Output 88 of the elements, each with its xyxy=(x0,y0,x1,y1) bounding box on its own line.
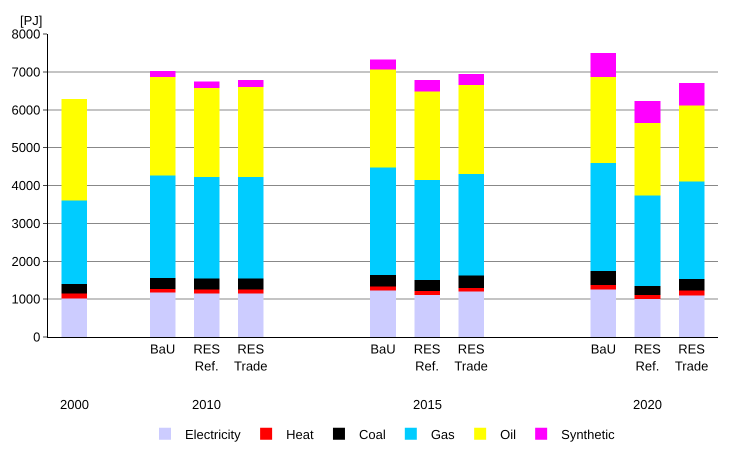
bar xyxy=(238,87,264,177)
bar xyxy=(370,167,396,275)
x-tick-label: RES Ref. xyxy=(634,342,662,374)
text: 2020 xyxy=(633,397,662,412)
x-tick-label: BaU xyxy=(590,342,616,357)
bar xyxy=(414,294,440,337)
x-tick-label: BaU xyxy=(150,342,176,357)
bar xyxy=(678,82,704,106)
bar xyxy=(194,81,220,88)
legend-label: Synthetic xyxy=(561,426,616,442)
bar xyxy=(370,290,396,337)
bar xyxy=(238,293,264,337)
bar xyxy=(150,292,176,337)
legend-label: Coal xyxy=(358,426,386,442)
bar xyxy=(194,293,220,337)
bar xyxy=(414,92,440,180)
bar xyxy=(634,294,660,300)
bar xyxy=(678,181,704,280)
y-tick-label: 3000 xyxy=(11,216,40,231)
bar xyxy=(590,271,616,286)
bar xyxy=(370,286,396,290)
text: 2015 xyxy=(413,397,442,412)
bar xyxy=(238,278,264,290)
legend-label: Heat xyxy=(286,426,314,442)
bar xyxy=(62,99,88,201)
bar xyxy=(634,286,660,295)
bar xyxy=(590,163,616,272)
bar xyxy=(150,278,176,289)
bar xyxy=(634,101,660,124)
y-axis-title: [PJ] xyxy=(20,13,42,28)
legend-label: Electricity xyxy=(185,426,242,442)
legend-label: Gas xyxy=(430,426,456,442)
bar xyxy=(458,84,484,174)
x-tick-label: RES Ref. xyxy=(193,342,220,374)
bar xyxy=(62,293,88,298)
y-tick-label: 4000 xyxy=(11,178,40,194)
bar xyxy=(634,299,660,337)
bar xyxy=(590,285,616,290)
bar xyxy=(194,289,220,294)
bar xyxy=(194,177,220,279)
bar xyxy=(414,280,440,291)
x-tick-label: RES Trade xyxy=(234,342,268,374)
bar xyxy=(678,279,704,290)
x-tick-label: RES Trade xyxy=(674,342,708,374)
bar xyxy=(150,77,176,176)
x-tick-label: RES Ref. xyxy=(414,342,441,374)
bar xyxy=(238,80,264,88)
bar xyxy=(370,274,396,286)
y-tick-label: 7000 xyxy=(11,64,40,80)
bar xyxy=(678,106,704,182)
y-tick-label: 5000 xyxy=(11,140,40,156)
bar xyxy=(678,290,704,296)
bar xyxy=(458,174,484,276)
y-tick-label: 6000 xyxy=(11,102,40,118)
bar xyxy=(458,292,484,337)
bar xyxy=(458,288,484,292)
y-tick-label: 2000 xyxy=(11,254,40,269)
bar xyxy=(458,276,484,288)
bar xyxy=(634,123,660,196)
bar xyxy=(414,80,440,92)
bar xyxy=(414,290,440,295)
legend-label: Oil xyxy=(500,426,516,442)
bar xyxy=(370,59,396,70)
bar xyxy=(458,74,484,85)
bar xyxy=(194,88,220,178)
x-tick-label: BaU xyxy=(370,342,396,357)
bar xyxy=(62,298,88,337)
x-tick-label: RES Trade xyxy=(454,342,488,374)
bar xyxy=(678,295,704,337)
bar xyxy=(150,71,176,78)
text: 2000 xyxy=(60,397,89,412)
bar xyxy=(370,70,396,168)
y-tick-label: 0 xyxy=(33,330,40,345)
bar xyxy=(590,289,616,337)
bar xyxy=(238,289,264,294)
bar xyxy=(590,52,616,78)
bar xyxy=(634,196,660,286)
bar xyxy=(194,278,220,290)
bar xyxy=(150,288,176,293)
bar xyxy=(590,77,616,164)
bar xyxy=(62,284,88,294)
bar xyxy=(414,180,440,280)
text: 2010 xyxy=(192,397,221,412)
y-tick-label: 8000 xyxy=(11,26,40,42)
bar xyxy=(62,200,88,284)
bar xyxy=(150,175,176,278)
y-tick-label: 1000 xyxy=(11,292,40,307)
bar xyxy=(238,176,264,278)
